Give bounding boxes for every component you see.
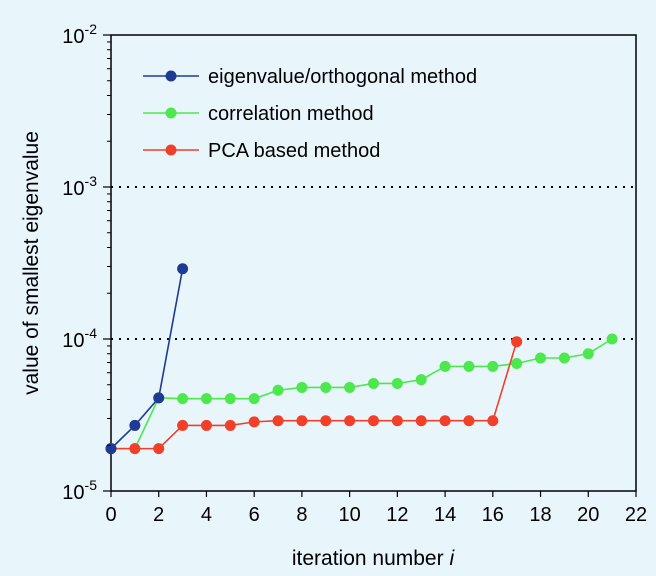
x-tick-label: 2	[153, 504, 164, 526]
data-point	[415, 374, 427, 386]
series-line	[110, 268, 184, 450]
data-point	[272, 384, 284, 396]
y-axis: 10-5 10-4 10-3 10-2	[62, 21, 111, 504]
data-point	[606, 333, 618, 345]
data-point	[296, 381, 308, 393]
x-tick-label: 4	[201, 504, 212, 526]
x-tick-label: 16	[482, 504, 504, 526]
x-tick-label: 22	[625, 504, 647, 526]
data-point	[391, 377, 403, 389]
data-point	[224, 393, 236, 405]
x-axis-title: iteration number i	[292, 547, 456, 570]
data-point	[463, 360, 475, 372]
series-line	[111, 338, 613, 450]
data-point	[582, 348, 594, 360]
data-point	[511, 336, 523, 348]
data-point	[177, 263, 189, 275]
x-tick-label: 18	[529, 504, 551, 526]
data-point	[344, 415, 356, 427]
y-tick-label: 10-4	[62, 325, 97, 352]
legend-label: PCA based method	[208, 140, 380, 162]
data-point	[224, 419, 236, 431]
x-tick-label: 0	[105, 504, 116, 526]
y-tick-label: 10-3	[62, 173, 97, 200]
legend: eigenvalue/orthogonal method correlation …	[143, 66, 477, 162]
x-tick-label: 20	[577, 504, 599, 526]
data-point	[248, 416, 260, 428]
x-tick-label: 12	[386, 504, 408, 526]
x-tick-label: 8	[296, 504, 307, 526]
data-point	[129, 419, 141, 431]
data-point	[511, 357, 523, 369]
data-point	[272, 415, 284, 427]
x-axis: 0 2 4 6 8 10 12 14 16 18 20 22	[105, 491, 647, 526]
plot-area	[110, 34, 637, 492]
data-point	[248, 393, 260, 405]
data-point	[177, 393, 189, 405]
data-point	[320, 381, 332, 393]
data-point	[368, 415, 379, 427]
series-1	[105, 263, 189, 455]
data-point	[153, 443, 165, 455]
data-point	[200, 393, 212, 405]
data-point	[415, 415, 427, 427]
data-point	[439, 415, 451, 427]
y-axis-title: value of smallest eigenvalue	[20, 131, 43, 395]
data-point	[487, 415, 499, 427]
data-point	[200, 419, 212, 431]
legend-marker	[165, 70, 177, 82]
x-tick-label: 14	[434, 504, 456, 526]
data-point	[177, 419, 189, 431]
x-tick-label: 10	[339, 504, 361, 526]
data-point	[368, 377, 379, 389]
legend-marker	[165, 107, 177, 119]
data-point	[391, 415, 403, 427]
series-layer	[105, 263, 618, 455]
y-tick-label: 10-2	[62, 21, 97, 48]
data-point	[487, 360, 499, 372]
data-point	[320, 415, 332, 427]
x-tick-label: 6	[249, 504, 260, 526]
data-point	[153, 392, 165, 404]
data-point	[129, 443, 141, 455]
legend-marker	[165, 144, 177, 156]
data-point	[439, 360, 451, 372]
data-point	[463, 415, 475, 427]
data-point	[344, 381, 356, 393]
y-tick-label: 10-5	[62, 477, 97, 504]
legend-label: correlation method	[208, 103, 374, 125]
legend-label: eigenvalue/orthogonal method	[208, 66, 477, 88]
data-point	[105, 443, 117, 455]
data-point	[296, 415, 308, 427]
data-point	[535, 352, 547, 364]
data-point	[558, 352, 570, 364]
